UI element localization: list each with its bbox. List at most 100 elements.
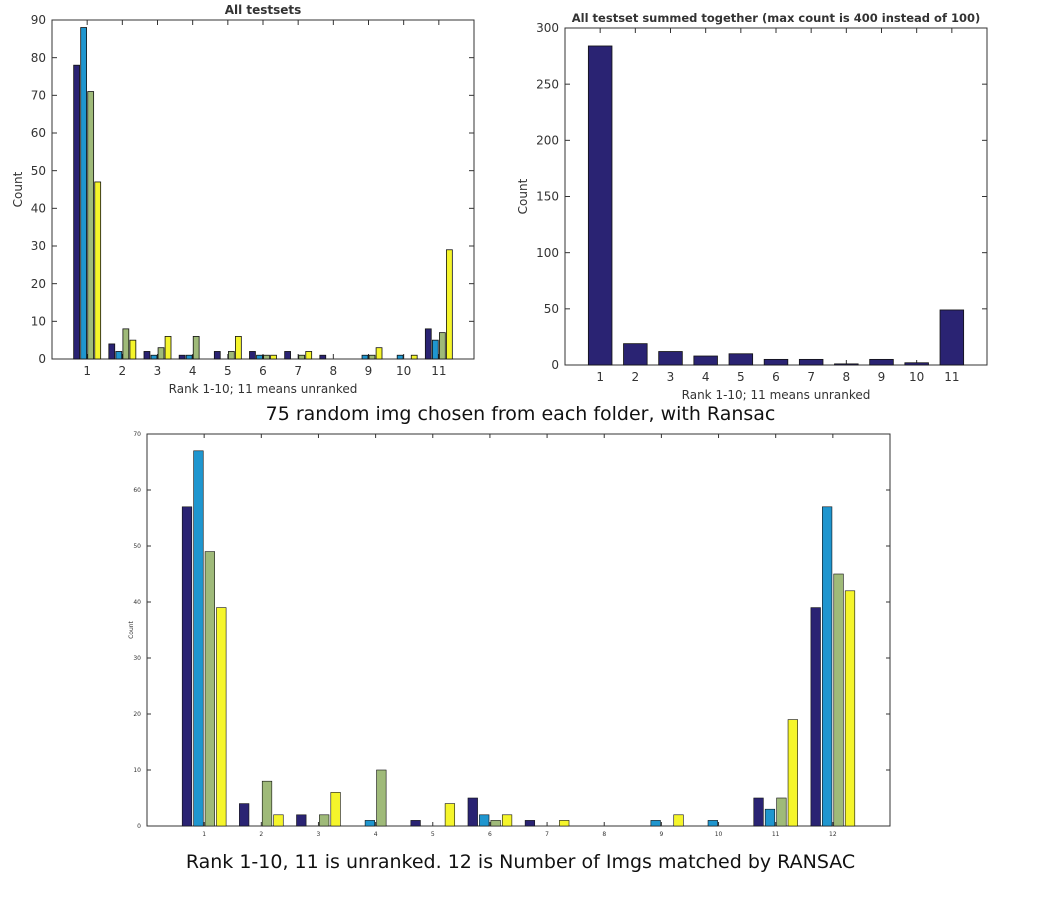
bar <box>298 354 306 360</box>
x-tick-label: 10 <box>396 364 411 378</box>
x-tick-label: 7 <box>545 831 549 838</box>
plot-frame <box>51 19 475 360</box>
bar <box>80 27 88 360</box>
series-1 <box>73 64 432 360</box>
bar <box>479 814 490 827</box>
x-tick-label: 3 <box>667 370 675 384</box>
x-tick-label: 7 <box>807 370 815 384</box>
x-tick-label: 4 <box>374 831 378 838</box>
x-tick-label: 11 <box>944 370 959 384</box>
bar <box>623 343 648 366</box>
bar <box>263 354 270 360</box>
bar <box>235 335 242 360</box>
plot-frame <box>564 27 988 366</box>
x-tick-label: 5 <box>224 364 232 378</box>
x-tick-label: 4 <box>189 364 197 378</box>
bar <box>364 820 376 827</box>
bar <box>216 607 227 827</box>
caption-rank-explanation: Rank 1-10, 11 is unranked. 12 is Number … <box>185 851 856 873</box>
y-tick-label: 0 <box>551 358 559 372</box>
x-tick-label: 2 <box>259 831 263 838</box>
x-tick-label: 11 <box>772 831 780 838</box>
bar <box>129 339 137 360</box>
y-tick-label: 90 <box>31 13 46 27</box>
bar <box>376 769 387 827</box>
bar <box>446 249 453 360</box>
y-tick-label: 20 <box>133 711 141 718</box>
plot-frame <box>146 433 891 827</box>
y-axis-label: Count <box>128 620 135 638</box>
x-tick-label: 7 <box>294 364 302 378</box>
bar <box>319 354 327 360</box>
chart-all-testsets: 0 10 20 30 40 50 60 70 80 90 1 2 3 4 5 6 7 8 9 10 11 All test… <box>11 3 475 396</box>
x-tick-label: 1 <box>596 370 604 384</box>
bar <box>261 780 273 827</box>
bar <box>181 506 193 827</box>
bar <box>587 45 613 366</box>
y-tick-label: 40 <box>133 599 141 606</box>
bar <box>375 347 383 360</box>
bar <box>256 354 263 360</box>
bar <box>658 351 683 366</box>
series-3 <box>87 91 446 360</box>
bar <box>776 797 787 827</box>
bar <box>150 354 158 360</box>
y-tick-label: 300 <box>536 21 559 35</box>
bar <box>728 353 754 366</box>
bar <box>122 328 130 360</box>
bar <box>73 64 80 360</box>
bar <box>239 803 250 827</box>
y-tick-label: 60 <box>31 126 46 140</box>
y-tick-label: 200 <box>536 134 559 148</box>
bar <box>108 343 116 360</box>
x-tick-label: 2 <box>119 364 127 378</box>
bar <box>296 814 307 827</box>
x-tick-label: 10 <box>909 370 924 384</box>
bar <box>157 347 165 360</box>
bar <box>410 820 421 827</box>
y-tick-label: 10 <box>133 767 141 774</box>
y-tick-label: 60 <box>133 487 141 494</box>
y-tick-label: 10 <box>31 315 46 329</box>
x-tick-label: 1 <box>83 364 91 378</box>
x-tick-label: 8 <box>602 831 606 838</box>
bar <box>424 328 432 360</box>
x-tick-label: 8 <box>843 370 851 384</box>
x-tick-label: 10 <box>715 831 723 838</box>
y-tick-label: 70 <box>31 89 46 103</box>
bar <box>305 351 313 360</box>
bar <box>559 820 570 827</box>
y-tick-label: 70 <box>133 431 141 438</box>
bar <box>204 551 215 827</box>
x-tick-label: 2 <box>632 370 640 384</box>
bar <box>834 363 859 366</box>
y-tick-label: 80 <box>31 51 46 65</box>
y-tick-label: 20 <box>31 277 46 291</box>
bar <box>673 814 684 827</box>
chart-title: All testset summed together (max count i… <box>572 11 980 25</box>
bar <box>904 362 929 366</box>
x-tick-label: 6 <box>259 364 267 378</box>
y-tick-label: 50 <box>544 302 559 316</box>
bar <box>368 354 376 360</box>
bar <box>396 354 404 360</box>
bar <box>143 351 151 360</box>
y-axis-label: Count <box>516 178 530 214</box>
bar <box>753 797 764 827</box>
bar <box>319 814 330 827</box>
bar <box>650 820 661 827</box>
bar <box>763 358 789 366</box>
bar <box>798 358 824 366</box>
series-2 <box>193 450 833 827</box>
bar <box>330 792 341 827</box>
y-tick-label: 0 <box>38 352 46 366</box>
y-tick-label: 40 <box>31 202 46 216</box>
bar <box>939 309 965 366</box>
bar <box>273 814 284 827</box>
bar <box>787 719 798 827</box>
bar <box>270 354 277 360</box>
bar <box>178 354 186 360</box>
x-tick-label: 12 <box>829 831 837 838</box>
bar <box>431 339 439 360</box>
